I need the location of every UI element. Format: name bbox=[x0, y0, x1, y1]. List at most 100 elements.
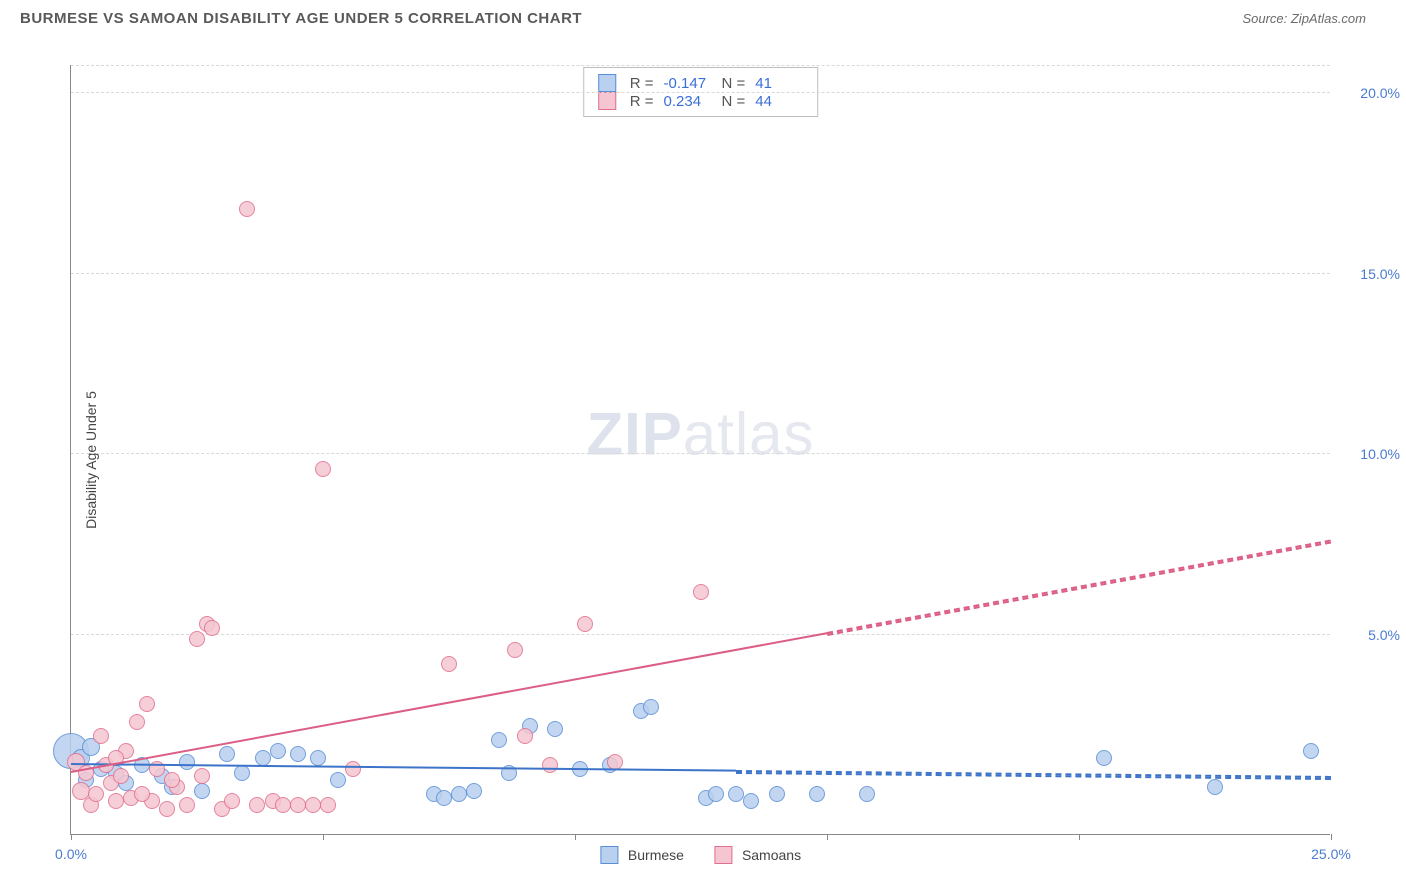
r-label-0: R = bbox=[630, 75, 654, 92]
swatch-burmese-icon bbox=[598, 74, 616, 92]
stats-row-samoans: R = 0.234 N = 44 bbox=[598, 92, 804, 110]
scatter-point-samoans bbox=[290, 797, 306, 813]
stats-row-burmese: R = -0.147 N = 41 bbox=[598, 74, 804, 92]
scatter-point-samoans bbox=[275, 797, 291, 813]
scatter-point-burmese bbox=[436, 790, 452, 806]
scatter-point-burmese bbox=[743, 793, 759, 809]
scatter-point-samoans bbox=[129, 714, 145, 730]
scatter-point-burmese bbox=[728, 786, 744, 802]
scatter-point-samoans bbox=[159, 801, 175, 817]
swatch-samoans-icon bbox=[598, 92, 616, 110]
scatter-point-burmese bbox=[1207, 779, 1223, 795]
scatter-point-samoans bbox=[320, 797, 336, 813]
scatter-point-samoans bbox=[577, 616, 593, 632]
gridline: 5.0% bbox=[71, 634, 1330, 635]
swatch-samoans-small-icon bbox=[714, 846, 732, 864]
ytick-label: 10.0% bbox=[1340, 446, 1400, 462]
legend-item-samoans: Samoans bbox=[714, 846, 801, 864]
n-value-1: 44 bbox=[755, 93, 803, 110]
plot-region: ZIPatlas R = -0.147 N = 41 R = 0.234 N =… bbox=[70, 65, 1330, 835]
scatter-point-samoans bbox=[194, 768, 210, 784]
scatter-point-samoans bbox=[164, 772, 180, 788]
scatter-point-samoans bbox=[249, 797, 265, 813]
gridline: 20.0% bbox=[71, 92, 1330, 93]
scatter-point-burmese bbox=[708, 786, 724, 802]
scatter-point-samoans bbox=[507, 642, 523, 658]
scatter-point-samoans bbox=[139, 696, 155, 712]
gridline: 10.0% bbox=[71, 453, 1330, 454]
scatter-point-samoans bbox=[345, 761, 361, 777]
scatter-point-samoans bbox=[542, 757, 558, 773]
scatter-point-burmese bbox=[451, 786, 467, 802]
scatter-point-burmese bbox=[290, 746, 306, 762]
n-label-1: N = bbox=[722, 93, 746, 110]
n-value-0: 41 bbox=[755, 75, 803, 92]
xtick-label: 0.0% bbox=[55, 846, 87, 862]
trend-line-samoans-dashed bbox=[827, 539, 1331, 634]
scatter-point-samoans bbox=[517, 728, 533, 744]
xtick bbox=[1331, 834, 1332, 840]
scatter-point-burmese bbox=[547, 721, 563, 737]
scatter-point-samoans bbox=[134, 786, 150, 802]
scatter-point-samoans bbox=[108, 793, 124, 809]
scatter-point-samoans bbox=[189, 631, 205, 647]
scatter-point-burmese bbox=[769, 786, 785, 802]
scatter-point-burmese bbox=[234, 765, 250, 781]
scatter-point-samoans bbox=[179, 797, 195, 813]
scatter-point-burmese bbox=[179, 754, 195, 770]
n-label-0: N = bbox=[722, 75, 746, 92]
chart-header: BURMESE VS SAMOAN DISABILITY AGE UNDER 5… bbox=[0, 0, 1406, 33]
ytick-label: 5.0% bbox=[1340, 627, 1400, 643]
legend-item-burmese: Burmese bbox=[600, 846, 684, 864]
scatter-point-burmese bbox=[859, 786, 875, 802]
source-name: ZipAtlas.com bbox=[1291, 11, 1366, 26]
trend-line-burmese bbox=[71, 763, 736, 772]
legend-label-0: Burmese bbox=[628, 847, 684, 863]
chart-area: Disability Age Under 5 ZIPatlas R = -0.1… bbox=[20, 40, 1380, 880]
scatter-point-samoans bbox=[88, 786, 104, 802]
scatter-point-burmese bbox=[270, 743, 286, 759]
watermark-zip: ZIP bbox=[586, 401, 682, 468]
scatter-point-burmese bbox=[809, 786, 825, 802]
xtick bbox=[71, 834, 72, 840]
scatter-point-burmese bbox=[330, 772, 346, 788]
scatter-point-samoans bbox=[113, 768, 129, 784]
xtick-label: 25.0% bbox=[1311, 846, 1351, 862]
trend-line-burmese-dashed bbox=[736, 770, 1331, 778]
scatter-point-burmese bbox=[219, 746, 235, 762]
scatter-point-burmese bbox=[466, 783, 482, 799]
r-value-1: 0.234 bbox=[664, 93, 712, 110]
chart-title: BURMESE VS SAMOAN DISABILITY AGE UNDER 5… bbox=[20, 10, 582, 27]
xtick bbox=[575, 834, 576, 840]
watermark-atlas: atlas bbox=[683, 401, 815, 468]
scatter-point-samoans bbox=[693, 584, 709, 600]
chart-source: Source: ZipAtlas.com bbox=[1242, 11, 1366, 26]
trend-line-samoans bbox=[71, 632, 827, 773]
legend-label-1: Samoans bbox=[742, 847, 801, 863]
scatter-point-burmese bbox=[310, 750, 326, 766]
xtick bbox=[1079, 834, 1080, 840]
xtick bbox=[323, 834, 324, 840]
gridline: 15.0% bbox=[71, 273, 1330, 274]
scatter-point-burmese bbox=[1096, 750, 1112, 766]
r-value-0: -0.147 bbox=[664, 75, 712, 92]
source-prefix: Source: bbox=[1242, 11, 1290, 26]
scatter-point-samoans bbox=[441, 656, 457, 672]
watermark: ZIPatlas bbox=[586, 400, 814, 469]
scatter-point-samoans bbox=[305, 797, 321, 813]
xtick bbox=[827, 834, 828, 840]
scatter-point-burmese bbox=[643, 699, 659, 715]
scatter-point-samoans bbox=[607, 754, 623, 770]
ytick-label: 20.0% bbox=[1340, 85, 1400, 101]
scatter-point-samoans bbox=[315, 461, 331, 477]
ytick-label: 15.0% bbox=[1340, 266, 1400, 282]
scatter-point-burmese bbox=[255, 750, 271, 766]
r-label-1: R = bbox=[630, 93, 654, 110]
gridline bbox=[71, 65, 1330, 66]
swatch-burmese-small-icon bbox=[600, 846, 618, 864]
bottom-legend: Burmese Samoans bbox=[600, 846, 801, 864]
scatter-point-burmese bbox=[491, 732, 507, 748]
scatter-point-burmese bbox=[194, 783, 210, 799]
scatter-point-samoans bbox=[204, 620, 220, 636]
scatter-point-burmese bbox=[1303, 743, 1319, 759]
